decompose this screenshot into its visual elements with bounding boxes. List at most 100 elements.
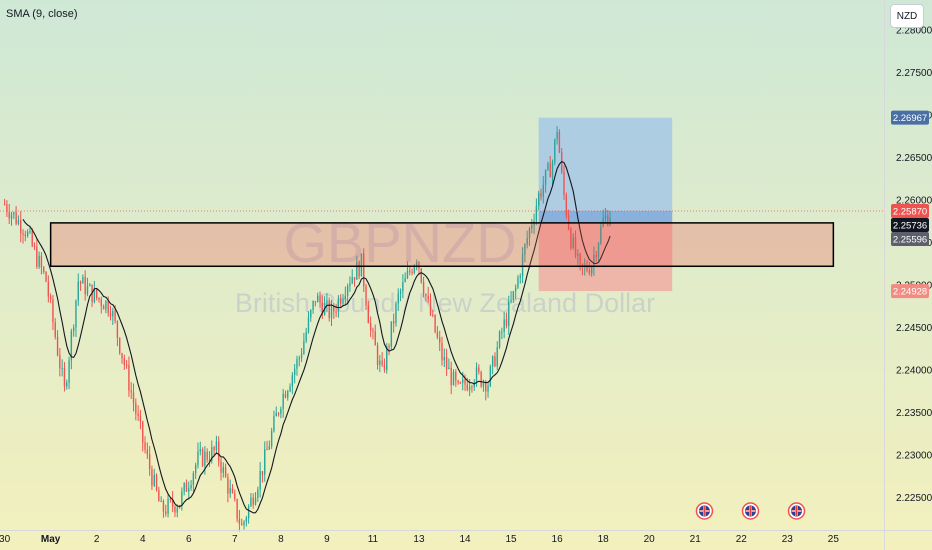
candle-body <box>489 366 492 386</box>
candle-body <box>151 469 153 486</box>
candle-body <box>70 331 73 361</box>
price-label-badge <box>891 231 929 246</box>
candle-body <box>574 237 577 256</box>
candle-body <box>268 446 271 450</box>
indicator-legend[interactable]: SMA (9, close) <box>6 8 78 20</box>
price-label-badge <box>891 217 929 232</box>
candle-body <box>148 454 151 470</box>
candle-body <box>337 298 340 312</box>
candle-body <box>236 499 238 520</box>
candle-body <box>535 206 538 221</box>
candle-body <box>66 382 68 387</box>
candle-body <box>174 506 176 513</box>
x-tick-label: 16 <box>552 534 564 545</box>
position-profit-zone[interactable] <box>538 117 673 223</box>
candle-body <box>75 300 77 328</box>
candle-body <box>604 215 607 219</box>
candle-body <box>593 254 595 267</box>
price-label-text: 2.25736 <box>893 220 927 231</box>
candle-body <box>181 491 183 506</box>
candle-body <box>512 291 515 300</box>
candle-body <box>201 449 204 466</box>
candle-body <box>432 314 434 316</box>
candle-body <box>107 300 109 313</box>
candle-body <box>316 295 319 303</box>
x-tick-label: 9 <box>324 534 330 545</box>
y-tick-label: 2.26500 <box>896 153 932 164</box>
candle-body <box>376 345 379 365</box>
candle-body <box>367 305 370 324</box>
y-tick-label: 2.27500 <box>896 68 932 79</box>
candle-body <box>52 299 54 323</box>
price-label-badge <box>891 284 929 299</box>
uk-flag-event-icon[interactable] <box>695 502 714 520</box>
candle-body <box>330 306 333 318</box>
candle-body <box>485 382 487 392</box>
candle-body <box>402 282 404 292</box>
candle-body <box>595 254 597 257</box>
candle-body <box>321 302 323 315</box>
candle-body <box>305 331 307 342</box>
candle-body <box>153 474 155 486</box>
candle-body <box>333 306 335 312</box>
candle-body <box>328 300 330 318</box>
candle-body <box>22 233 24 235</box>
candle-body <box>544 169 547 185</box>
candle-body <box>224 467 227 477</box>
candle-body <box>406 270 409 278</box>
candle-body <box>116 320 119 338</box>
candle-body <box>572 237 574 248</box>
candle-body <box>123 358 126 365</box>
candle-body <box>526 238 528 245</box>
candle-body <box>374 331 376 346</box>
support-resistance-zone[interactable] <box>49 222 835 268</box>
candle-body <box>498 331 501 348</box>
candle-body <box>273 416 275 432</box>
candle-body <box>254 497 257 505</box>
candle-body <box>114 310 116 321</box>
candle-body <box>300 353 303 359</box>
candle-body <box>404 277 406 283</box>
candle-body <box>340 298 342 304</box>
candle-body <box>487 385 489 392</box>
currency-button[interactable]: NZD <box>890 4 924 28</box>
candle-body <box>390 321 393 347</box>
candle-body <box>422 282 425 295</box>
candle-body <box>188 488 190 492</box>
candle-body <box>452 371 455 386</box>
candle-body <box>519 276 521 278</box>
candle-body <box>455 371 457 381</box>
candle-body <box>89 284 91 286</box>
candle-body <box>556 131 558 140</box>
candle-body <box>15 212 17 224</box>
candle-body <box>257 489 259 498</box>
uk-flag-event-icon[interactable] <box>787 502 806 520</box>
price-label-badge <box>891 110 929 125</box>
candle-body <box>429 299 432 315</box>
candle-body <box>353 277 356 280</box>
candle-body <box>342 298 344 304</box>
candle-body <box>61 367 63 369</box>
candle-body <box>56 337 59 356</box>
candle-body <box>590 266 593 274</box>
price-label-text: 2.25596 <box>893 234 927 245</box>
candle-body <box>243 521 245 526</box>
candle-body <box>326 300 328 304</box>
candle-body <box>600 226 602 244</box>
x-tick-label: 7 <box>232 534 238 545</box>
candle-body <box>176 508 178 513</box>
candle-body <box>155 474 158 490</box>
x-tick-label: 6 <box>186 534 192 545</box>
uk-flag-event-icon[interactable] <box>741 502 760 520</box>
candle-body <box>547 163 549 170</box>
candle-body <box>199 449 201 452</box>
candle-body <box>540 193 542 197</box>
candle-body <box>31 231 33 246</box>
candle-body <box>270 431 273 447</box>
position-loss-zone[interactable] <box>538 222 673 292</box>
candle-body <box>349 283 351 286</box>
candle-body <box>86 285 89 295</box>
candle-body <box>439 337 441 343</box>
